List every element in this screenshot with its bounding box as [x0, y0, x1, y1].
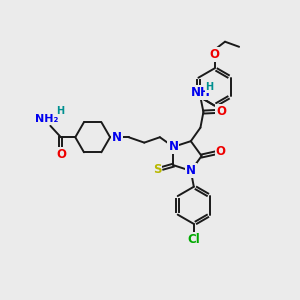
- Text: NH₂: NH₂: [35, 114, 58, 124]
- Text: H: H: [206, 82, 214, 92]
- Text: O: O: [56, 148, 66, 161]
- Text: O: O: [216, 105, 226, 118]
- Text: O: O: [215, 145, 226, 158]
- Text: O: O: [209, 48, 220, 61]
- Text: H: H: [56, 106, 64, 116]
- Text: N: N: [168, 140, 178, 153]
- Text: NH: NH: [190, 86, 210, 99]
- Text: S: S: [153, 163, 161, 176]
- Text: Cl: Cl: [188, 233, 200, 246]
- Text: N: N: [112, 131, 122, 144]
- Text: N: N: [186, 164, 196, 177]
